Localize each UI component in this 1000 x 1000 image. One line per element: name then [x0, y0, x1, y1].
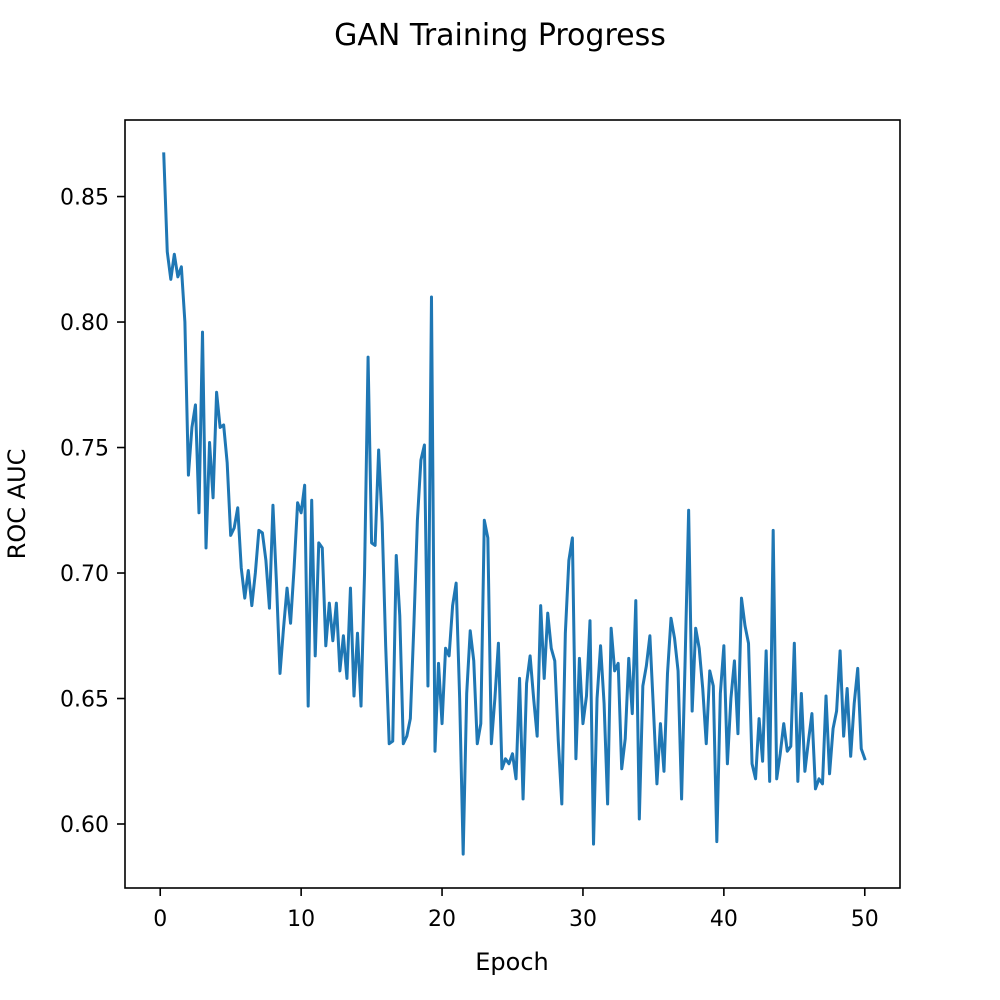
y-tick-label: 0.65 [60, 688, 109, 713]
x-tick-label: 0 [153, 907, 167, 932]
y-tick-label: 0.75 [60, 437, 109, 462]
x-tick-label: 50 [851, 907, 879, 932]
y-tick-label: 0.80 [60, 311, 109, 336]
chart-title: GAN Training Progress [334, 18, 666, 53]
x-tick-label: 30 [569, 907, 597, 932]
x-tick-label: 10 [287, 907, 315, 932]
series-layer [162, 152, 867, 856]
y-tick-label: 0.60 [60, 813, 109, 838]
x-tick-label: 40 [710, 907, 738, 932]
y-axis: 0.60 0.65 0.70 0.75 0.80 0.85 [60, 186, 125, 838]
y-tick-label: 0.85 [60, 186, 109, 211]
plot-frame [124, 119, 901, 889]
series-line-0 [162, 152, 867, 856]
x-axis-label: Epoch [475, 948, 549, 976]
y-axis-label: ROC AUC [3, 449, 31, 560]
x-axis: 0 10 20 30 40 50 [153, 888, 879, 932]
y-tick-label: 0.70 [60, 562, 109, 587]
x-tick-label: 20 [428, 907, 456, 932]
